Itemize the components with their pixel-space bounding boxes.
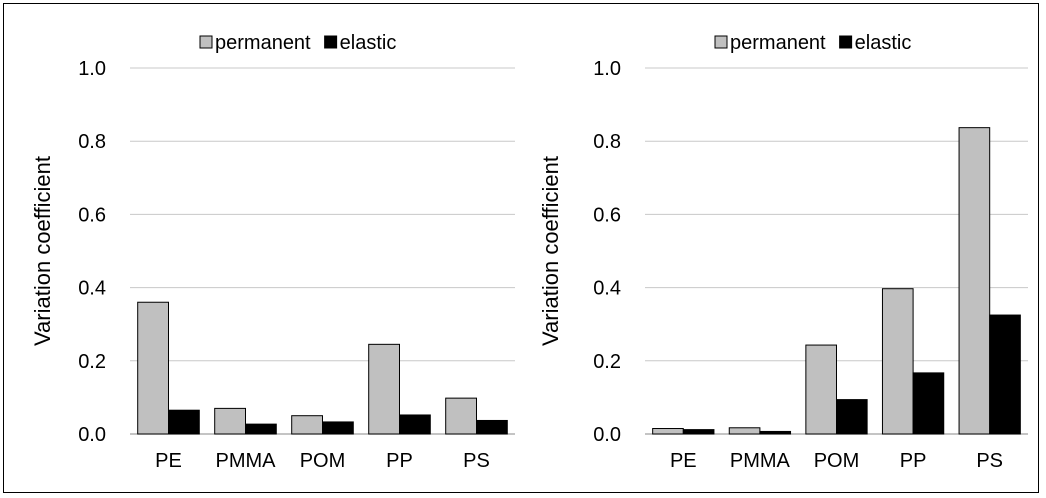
legend-swatch-permanent	[199, 35, 213, 49]
legend-label: permanent	[215, 32, 311, 54]
legend-label: elastic	[340, 32, 397, 54]
bar-permanent-pmma	[728, 427, 761, 435]
bar-permanent-ps	[445, 397, 478, 435]
bar-elastic-ps	[476, 419, 508, 435]
y-axis-label: Variation coefficient	[30, 156, 55, 346]
bar-permanent-pp	[881, 288, 914, 435]
y-tick-label: 0.8	[78, 131, 106, 153]
bar-elastic-ps	[989, 314, 1021, 435]
legend-swatch-elastic	[324, 35, 338, 49]
bar-permanent-pom	[291, 415, 324, 435]
y-tick-label: 0.2	[593, 351, 621, 373]
y-tick-label: 0.4	[593, 278, 621, 300]
bar-elastic-pmma	[245, 423, 277, 435]
legend-swatch-permanent	[714, 35, 728, 49]
x-tick-label: POM	[300, 450, 346, 472]
legend-label: permanent	[730, 32, 826, 54]
bar-permanent-pmma	[214, 407, 246, 435]
bar-elastic-pmma	[759, 430, 792, 435]
y-tick-label: 0.8	[593, 131, 621, 153]
y-tick-label: 0.2	[78, 351, 106, 373]
x-tick-label: PP	[900, 450, 927, 472]
y-tick-label: 1.0	[593, 58, 621, 80]
y-tick-label: 0.0	[78, 424, 106, 446]
chart-left: 0.0 0.2 0.4 0.6 0.8 1.0 Variation coefficient P…	[30, 32, 515, 472]
x-tick-label: PS	[976, 450, 1003, 472]
y-tick-label: 0.4	[78, 278, 106, 300]
bar-elastic-pe	[682, 429, 715, 435]
y-axis-label: Variation coefficient	[538, 156, 563, 346]
bar-permanent-pe	[652, 428, 684, 435]
bar-permanent-pom	[805, 344, 837, 435]
bar-elastic-pp	[912, 372, 945, 435]
x-tick-label: PE	[670, 450, 697, 472]
bar-elastic-pe	[168, 409, 200, 435]
y-tick-label: 0.6	[593, 204, 621, 226]
x-tick-label: POM	[814, 450, 860, 472]
bar-permanent-pe	[137, 301, 169, 435]
y-tick-label: 0.0	[593, 424, 621, 446]
y-tick-label: 1.0	[78, 58, 106, 80]
bar-elastic-pom	[322, 421, 354, 435]
chart-right: 0.0 0.2 0.4 0.6 0.8 1.0 Variation coefficient P…	[538, 32, 1028, 472]
bar-elastic-pom	[836, 399, 868, 435]
x-tick-label: PP	[386, 450, 413, 472]
y-tick-label: 0.6	[78, 204, 106, 226]
x-tick-label: PS	[463, 450, 490, 472]
legend-swatch-elastic	[839, 35, 853, 49]
bar-permanent-ps	[958, 127, 991, 435]
x-tick-label: PE	[155, 450, 182, 472]
bar-elastic-pp	[399, 414, 431, 435]
x-tick-label: PMMA	[216, 450, 277, 472]
x-tick-label: PMMA	[730, 450, 791, 472]
legend-label: elastic	[855, 32, 912, 54]
bar-permanent-pp	[368, 343, 401, 435]
